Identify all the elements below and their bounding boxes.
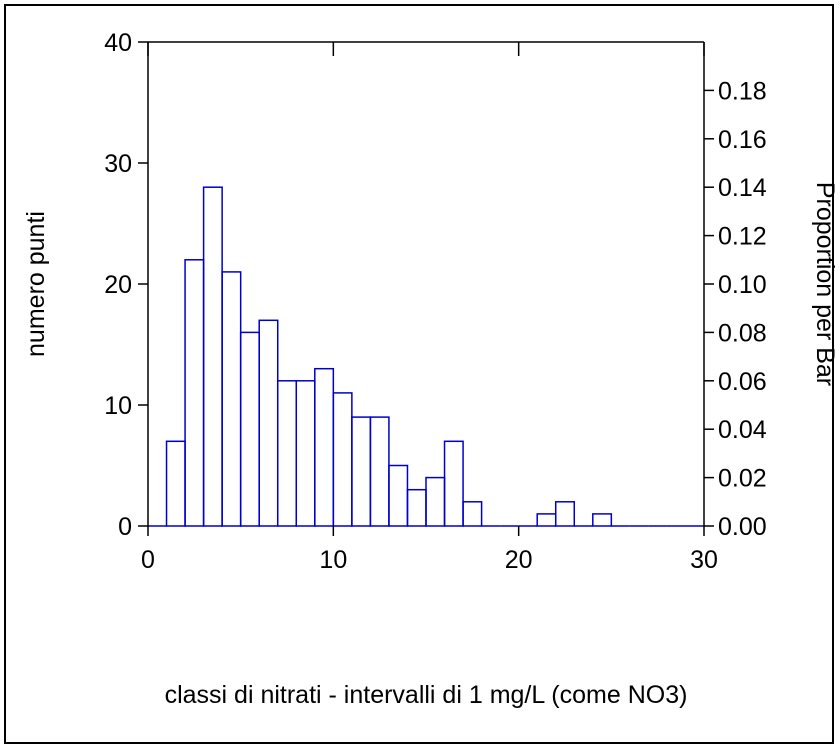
histogram-bar: [388, 464, 409, 527]
histogram-bar: [276, 380, 298, 527]
histogram-bar: [443, 440, 464, 527]
bars-group: [148, 186, 704, 527]
histogram-bar: [258, 319, 279, 527]
y2-tick-label: 0.04: [718, 416, 767, 444]
y2-axis-label: Proportion per Bar: [811, 182, 839, 386]
histogram-bar: [554, 501, 576, 527]
histogram-bar: [462, 501, 483, 527]
y2-tick-label: 0.06: [718, 368, 767, 396]
histogram-bar: [406, 488, 427, 527]
y-tick-label: 0: [118, 513, 132, 541]
histogram-bar: [184, 259, 205, 527]
y2-tick-label: 0.00: [718, 513, 767, 541]
y-tick-label: 20: [104, 271, 132, 299]
ticks-group: 0 10 20 30 0 10 20 30 40 0.00 0.02 0.04 0.06 0.08 0.10…: [104, 29, 767, 574]
y-tick-label: 40: [104, 29, 132, 57]
x-tick-label: 10: [319, 546, 347, 574]
y2-tick-label: 0.12: [718, 223, 767, 251]
histogram-bar: [351, 416, 372, 527]
y2-tick-label: 0.02: [718, 465, 767, 493]
histogram-bar: [592, 513, 613, 527]
y-tick-label: 30: [104, 150, 132, 178]
histogram-bar: [536, 513, 557, 527]
y2-tick-label: 0.18: [718, 77, 767, 105]
histogram-bar: [221, 271, 242, 527]
y2-tick-label: 0.08: [718, 319, 767, 347]
histogram-bar: [239, 331, 260, 527]
histogram-bar: [314, 367, 335, 527]
y-axis-label: numero punti: [22, 211, 50, 357]
histogram-bar: [369, 416, 390, 527]
histogram-bar: [295, 380, 316, 527]
x-tick-label: 30: [690, 546, 718, 574]
y2-tick-label: 0.10: [718, 271, 767, 299]
histogram-bar: [202, 186, 223, 527]
y2-tick-label: 0.14: [718, 174, 767, 202]
x-tick-label: 0: [141, 546, 155, 574]
x-tick-label: 20: [505, 546, 533, 574]
histogram-bar: [425, 476, 446, 527]
x-axis-label: classi di nitrati - intervalli di 1 mg/L…: [165, 681, 688, 709]
histogram-bar: [165, 440, 186, 527]
y-tick-label: 10: [104, 392, 132, 420]
histogram-bar: [332, 392, 353, 527]
axes-group: [147, 41, 705, 526]
y2-tick-label: 0.16: [718, 126, 767, 154]
